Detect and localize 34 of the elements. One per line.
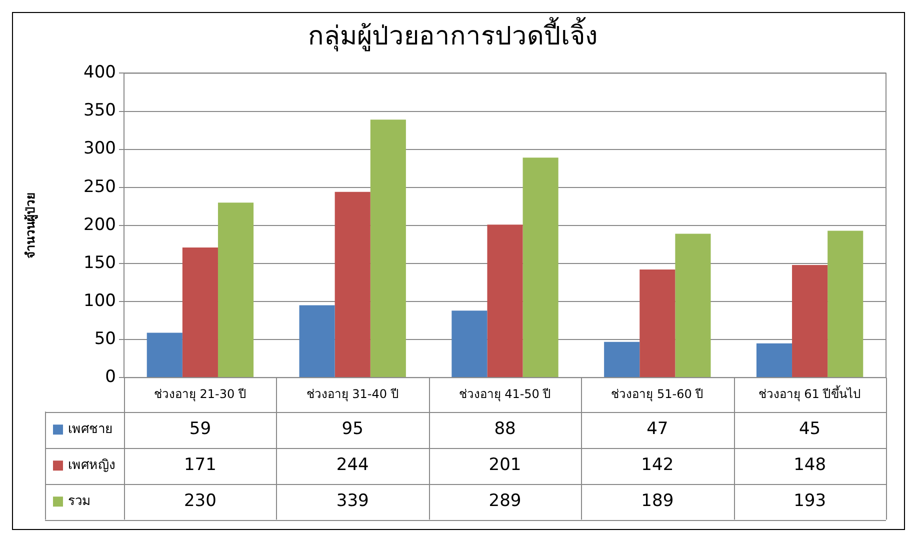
data-label: 201	[488, 455, 522, 476]
data-label: 47	[646, 419, 668, 440]
y-tick-label: 350	[84, 100, 116, 121]
legend-label: เพศชาย	[68, 422, 113, 437]
data-label: 193	[794, 491, 826, 512]
data-label: 88	[494, 419, 516, 440]
legend-label: เพศหญิง	[68, 458, 115, 473]
data-label: 171	[184, 455, 216, 476]
data-label: 148	[794, 455, 826, 476]
data-label: 289	[488, 491, 522, 512]
y-tick-label: 400	[84, 62, 116, 83]
y-tick-label: 50	[94, 328, 116, 349]
y-tick-label: 300	[84, 138, 116, 159]
x-tick-label: ช่วงอายุ 51-60 ปี	[611, 386, 704, 402]
y-tick-label: 150	[84, 252, 116, 273]
y-tick-label: 200	[84, 214, 116, 235]
x-tick-label: ช่วงอายุ 41-50 ปี	[458, 386, 552, 402]
x-tick-label: ช่วงอายุ 31-40 ปี	[306, 386, 399, 402]
y-tick-label: 100	[84, 290, 116, 311]
chart-title: กลุ่มผู้ป่วยอาการปวดปี้เจิ้ง	[308, 16, 598, 52]
x-tick-label: ช่วงอายุ 61 ปีขึ้นไป	[758, 384, 862, 402]
data-label: 142	[641, 455, 674, 476]
data-label: 45	[798, 419, 821, 440]
data-label: 59	[189, 419, 212, 440]
data-label: 189	[641, 491, 674, 512]
y-axis-title: จำนวนผู้ป่วย	[23, 192, 38, 258]
data-label: 95	[342, 419, 364, 440]
data-label: 244	[336, 455, 369, 476]
x-tick-label: ช่วงอายุ 21-30 ปี	[154, 386, 246, 402]
legend-label: รวม	[68, 494, 91, 509]
y-tick-label: 0	[105, 367, 116, 388]
data-label: 339	[336, 491, 369, 512]
y-tick-label: 250	[84, 176, 116, 197]
data-label: 230	[184, 491, 216, 512]
